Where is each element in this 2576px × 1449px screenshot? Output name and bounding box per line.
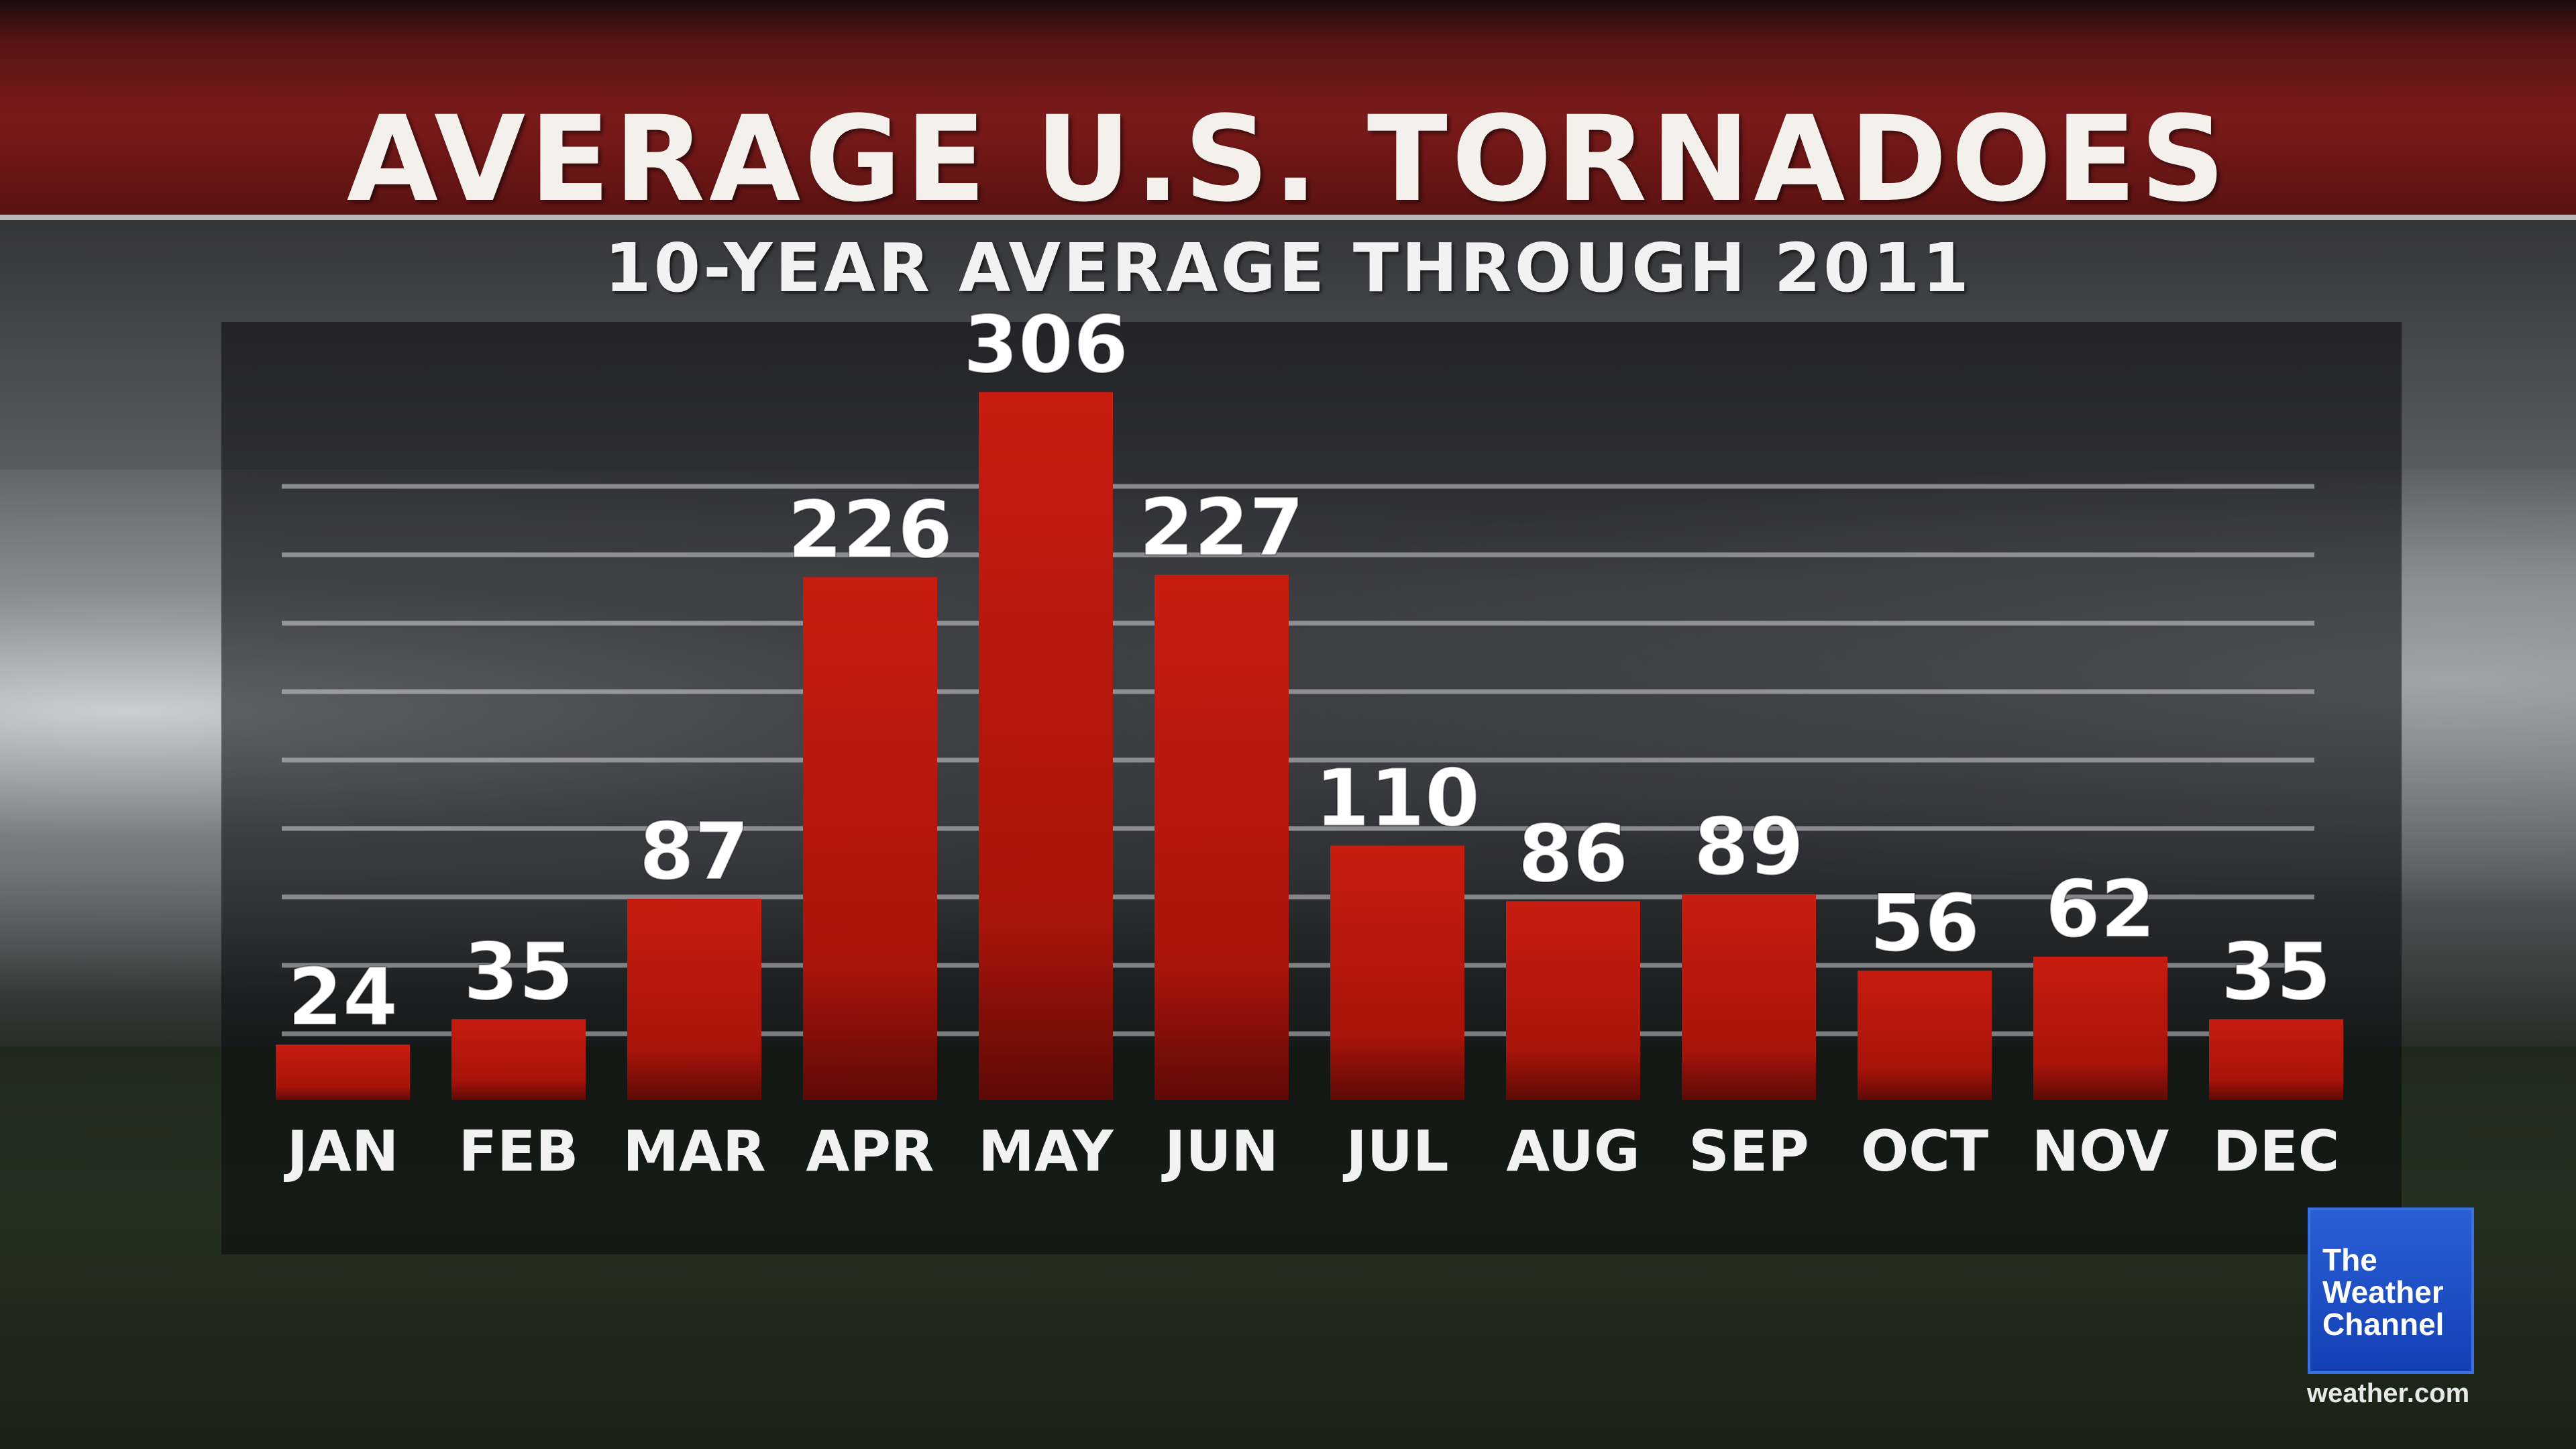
bar-aug [1506, 901, 1640, 1100]
category-label-oct: OCT [1861, 1118, 1988, 1184]
value-label-dec: 35 [2221, 925, 2331, 1018]
value-label-jan: 24 [288, 951, 398, 1043]
bar-jun [1155, 574, 1289, 1100]
bar-may [979, 392, 1113, 1100]
header-band [0, 0, 2576, 220]
value-label-jul: 110 [1315, 752, 1480, 845]
bars [276, 392, 2343, 1100]
site-url: weather.com [2306, 1379, 2470, 1408]
category-label-jun: JUN [1161, 1118, 1279, 1184]
value-label-sep: 89 [1694, 800, 1804, 893]
category-label-nov: NOV [2032, 1118, 2169, 1184]
category-label-jan: JAN [284, 1118, 399, 1184]
category-label-aug: AUG [1506, 1118, 1640, 1184]
bar-sep [1682, 894, 1816, 1100]
weather-channel-logo: The Weather Channel [2308, 1208, 2474, 1374]
value-label-jun: 227 [1139, 481, 1304, 574]
bar-nov [2033, 957, 2167, 1100]
category-label-apr: APR [806, 1118, 934, 1184]
category-labels: JAN FEB MAR APR MAY JUN JUL AUG SEP OCT NOV DEC [284, 1118, 2340, 1184]
bar-apr [803, 577, 937, 1100]
value-label-may: 306 [963, 298, 1128, 390]
value-label-nov: 62 [2045, 863, 2155, 955]
chart-subtitle: 10-YEAR AVERAGE THROUGH 2011 [604, 229, 1972, 307]
bar-feb [451, 1019, 586, 1100]
bar-oct [1858, 970, 1992, 1100]
chart-title: AVERAGE U.S. TORNADOES [346, 91, 2230, 228]
category-label-mar: MAR [623, 1118, 765, 1184]
value-label-feb: 35 [464, 925, 574, 1018]
value-label-mar: 87 [639, 805, 749, 898]
bar-jan [276, 1044, 410, 1100]
category-label-jul: JUL [1343, 1118, 1449, 1184]
category-label-dec: DEC [2213, 1118, 2340, 1184]
logo-text: The Weather Channel [2322, 1242, 2445, 1342]
value-label-aug: 86 [1518, 807, 1628, 900]
category-label-may: MAY [978, 1118, 1114, 1184]
bar-mar [627, 898, 761, 1100]
bar-dec [2209, 1019, 2343, 1100]
category-label-sep: SEP [1688, 1118, 1809, 1184]
bar-jul [1330, 845, 1464, 1100]
category-label-feb: FEB [459, 1118, 579, 1184]
value-label-oct: 56 [1870, 877, 1980, 969]
value-label-apr: 226 [788, 483, 953, 576]
grid-lines [282, 484, 2314, 1036]
